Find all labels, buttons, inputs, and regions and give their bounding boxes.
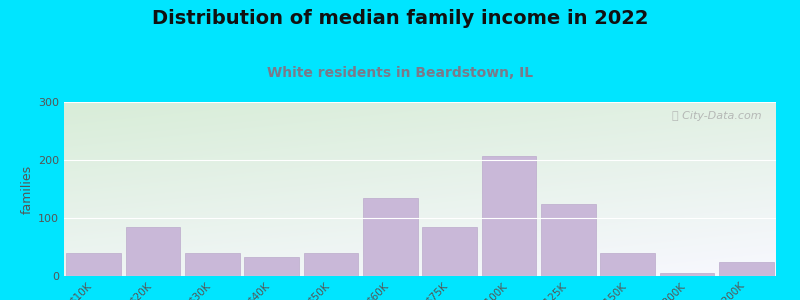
Bar [422, 227, 477, 276]
Bar [66, 253, 121, 276]
Bar [126, 227, 180, 276]
Bar [482, 156, 536, 276]
Text: Distribution of median family income in 2022: Distribution of median family income in … [152, 9, 648, 28]
Bar [719, 262, 774, 276]
Bar [363, 198, 418, 276]
Bar [541, 203, 596, 276]
Bar [660, 273, 714, 276]
Text: ⓘ City-Data.com: ⓘ City-Data.com [672, 111, 762, 121]
Y-axis label: families: families [21, 164, 34, 214]
Bar [600, 253, 655, 276]
Text: White residents in Beardstown, IL: White residents in Beardstown, IL [267, 66, 533, 80]
Bar [304, 253, 358, 276]
Bar [244, 257, 299, 276]
Bar [185, 253, 240, 276]
